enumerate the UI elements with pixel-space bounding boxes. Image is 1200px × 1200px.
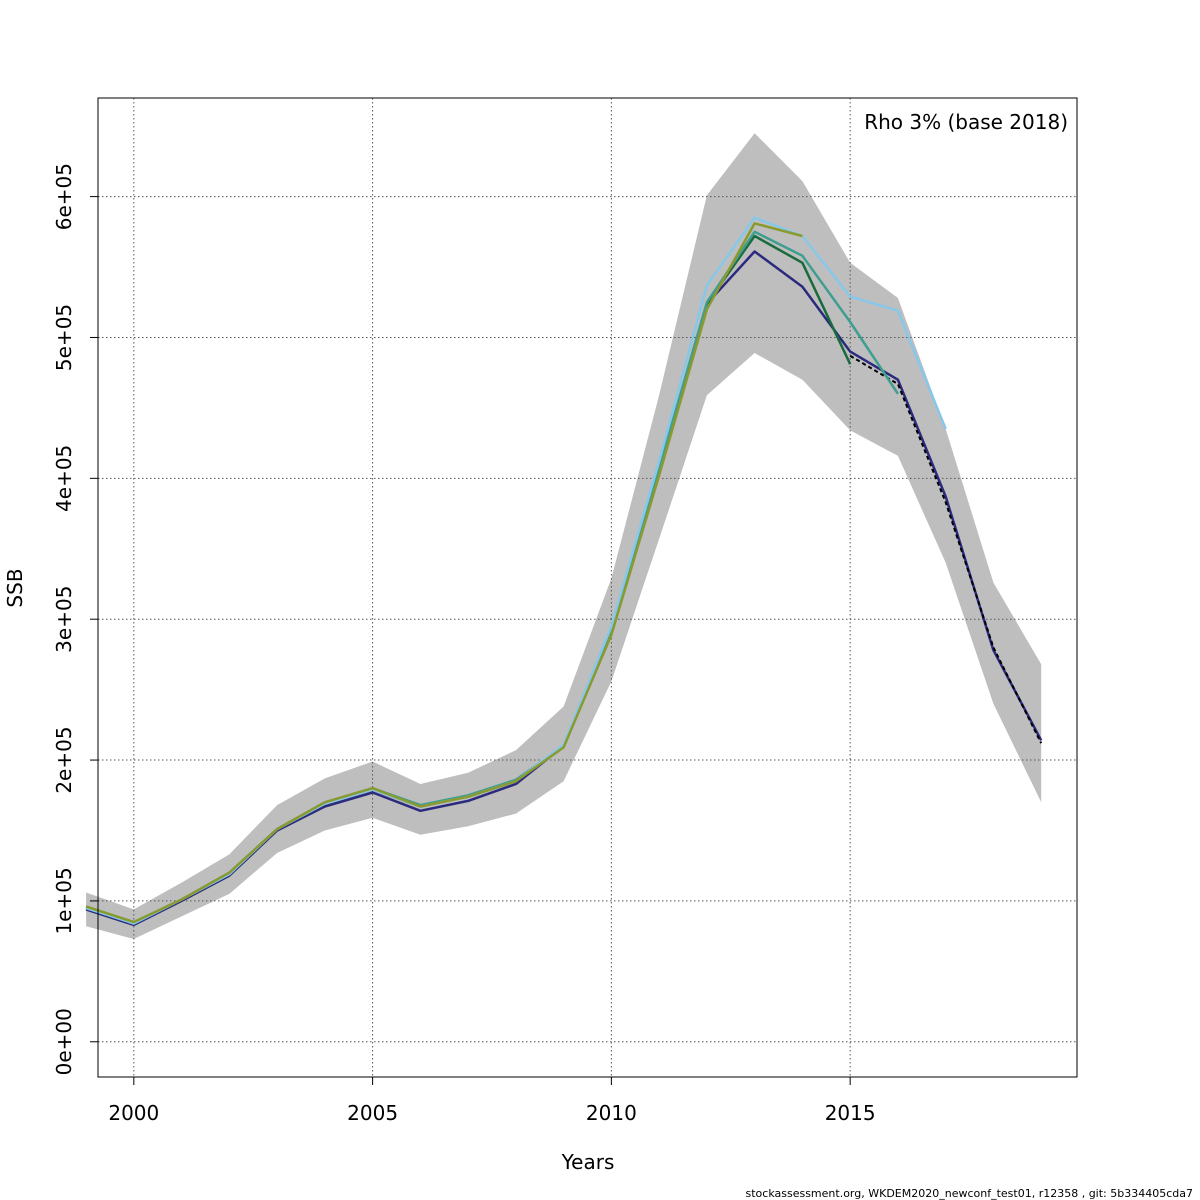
x-tick-label: 2015 xyxy=(825,1101,876,1125)
series-line-6 xyxy=(85,222,803,924)
y-tick-label: 5e+05 xyxy=(52,304,76,371)
grid-layer xyxy=(98,98,1077,1077)
x-tick-label: 2010 xyxy=(586,1101,637,1125)
plot-frame xyxy=(97,97,1078,1078)
x-tick-label: 2000 xyxy=(108,1101,159,1125)
y-tick-label: 6e+05 xyxy=(52,163,76,230)
footer-caption: stockassessment.org, WKDEM2020_newconf_t… xyxy=(746,1187,1194,1200)
x-axis-title: Years xyxy=(561,1150,615,1174)
y-tick-label: 1e+05 xyxy=(52,867,76,934)
x-axis: 2000 2005 2010 2015 xyxy=(108,1077,876,1125)
x-tick-label: 2005 xyxy=(347,1101,398,1125)
y-tick-label: 4e+05 xyxy=(52,445,76,512)
y-tick-label: 2e+05 xyxy=(52,726,76,793)
series-line-dashed xyxy=(849,354,1043,744)
y-tick-label: 0e+00 xyxy=(52,1008,76,1075)
y-axis-title: SSB xyxy=(3,568,27,607)
confidence-band xyxy=(86,133,1042,939)
confidence-band-layer xyxy=(86,133,1042,939)
y-axis: 0e+00 1e+05 2e+05 3e+05 4e+05 5e+05 6e+05 xyxy=(52,163,98,1075)
y-tick-label: 3e+05 xyxy=(52,586,76,653)
series-layer xyxy=(85,216,1043,927)
rho-annotation: Rho 3% (base 2018) xyxy=(864,110,1068,134)
